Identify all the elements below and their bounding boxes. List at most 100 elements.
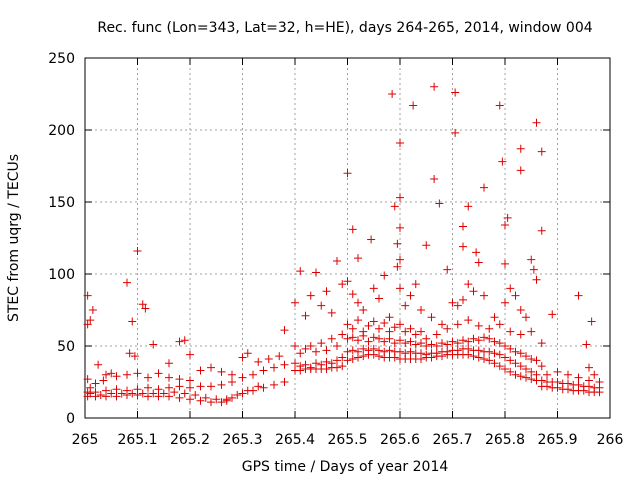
x-axis-label: GPS time / Days of year 2014 <box>242 459 449 475</box>
data-point <box>175 337 184 346</box>
data-point <box>537 226 546 235</box>
data-point <box>485 334 494 343</box>
data-point <box>348 324 357 333</box>
data-point <box>448 337 457 346</box>
data-point <box>495 320 504 329</box>
data-point <box>485 356 494 365</box>
data-point <box>112 372 121 381</box>
x-tick-label: 265.4 <box>275 432 315 448</box>
data-point <box>96 390 105 399</box>
data-point <box>501 353 509 362</box>
data-point <box>390 323 399 332</box>
data-point <box>180 336 189 345</box>
data-point <box>275 352 284 361</box>
data-point <box>501 298 509 307</box>
data-point <box>590 370 599 379</box>
data-point <box>228 378 236 386</box>
data-point <box>186 376 194 385</box>
data-point <box>406 324 415 333</box>
data-point <box>527 367 536 376</box>
data-point <box>364 337 373 346</box>
data-point <box>417 306 425 314</box>
data-point <box>306 291 315 300</box>
data-point <box>537 339 546 348</box>
data-point <box>359 344 368 353</box>
data-point <box>94 360 103 369</box>
y-tick-label: 150 <box>48 195 75 211</box>
data-point <box>474 353 483 362</box>
data-point <box>453 339 462 348</box>
data-point <box>516 306 525 314</box>
data-point <box>435 199 444 208</box>
data-point <box>117 389 126 398</box>
x-tick-label: 265 <box>72 432 99 448</box>
data-point <box>527 327 536 336</box>
data-point <box>396 284 404 293</box>
data-point <box>280 360 289 369</box>
data-point <box>396 138 404 147</box>
data-point <box>175 393 184 402</box>
data-point <box>537 147 546 156</box>
data-point <box>159 389 168 398</box>
data-point <box>453 301 462 310</box>
data-point <box>296 366 305 375</box>
data-point <box>503 213 512 222</box>
data-point <box>527 354 536 363</box>
data-point <box>393 239 402 248</box>
data-point <box>396 223 404 232</box>
data-point <box>238 353 247 362</box>
data-point <box>125 349 134 358</box>
data-point <box>385 346 394 355</box>
data-point <box>196 382 205 391</box>
data-point <box>427 340 436 349</box>
data-point <box>144 392 152 401</box>
y-axis-ticks: 0 50 100 150 200 250 <box>48 51 610 427</box>
data-point <box>543 382 551 391</box>
data-point <box>585 363 593 372</box>
data-point <box>154 369 163 378</box>
data-point <box>317 339 326 348</box>
data-point <box>411 340 420 349</box>
data-point <box>532 356 541 365</box>
data-point <box>490 359 499 368</box>
data-point <box>212 395 221 404</box>
data-point <box>369 284 378 293</box>
data-point <box>291 298 299 307</box>
data-point <box>186 395 194 404</box>
data-point <box>348 290 357 299</box>
data-point <box>243 386 252 395</box>
data-point <box>359 306 368 314</box>
data-point <box>343 356 352 365</box>
data-point <box>511 347 520 356</box>
data-point <box>149 389 158 398</box>
data-point <box>385 313 394 322</box>
data-point <box>406 291 415 300</box>
data-point <box>527 255 536 264</box>
data-point <box>343 277 352 286</box>
data-point <box>432 330 441 339</box>
data-point <box>417 327 425 336</box>
data-point <box>102 392 110 401</box>
data-point <box>390 339 399 348</box>
data-point <box>495 339 504 348</box>
data-point <box>91 392 100 401</box>
data-point <box>430 174 439 183</box>
data-point <box>233 390 242 399</box>
data-point <box>291 359 299 368</box>
data-point <box>133 369 142 378</box>
data-point <box>144 383 152 392</box>
data-point <box>385 334 394 343</box>
data-point <box>348 346 357 355</box>
data-point <box>390 202 399 211</box>
data-point <box>459 336 467 345</box>
data-point <box>322 287 331 296</box>
data-point <box>375 294 383 303</box>
data-point <box>401 339 410 348</box>
data-point <box>485 347 494 356</box>
data-point <box>254 357 263 366</box>
data-point <box>170 388 179 397</box>
data-point <box>264 354 273 363</box>
data-point <box>480 183 488 192</box>
data-point <box>480 333 488 342</box>
data-point <box>448 298 457 307</box>
